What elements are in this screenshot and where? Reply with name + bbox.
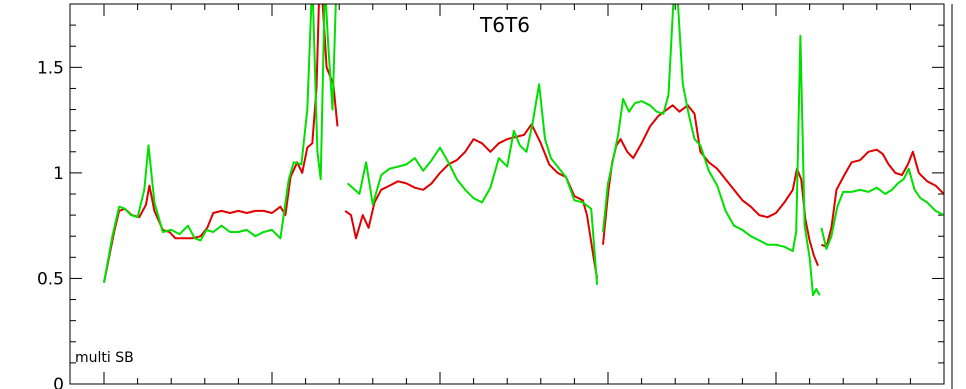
series-line-1-segment-2 <box>344 123 599 279</box>
series-line-1-segment-4 <box>821 148 944 248</box>
series-line-2-segment-2 <box>346 83 599 285</box>
y-tick-label: 0 <box>53 375 64 389</box>
series-line-1-segment-3 <box>602 104 819 267</box>
y-tick-labels: 0 0.5 1 1.5 <box>37 58 64 389</box>
series-line-2-segment-3 <box>602 4 821 297</box>
y-tick-label: 0.5 <box>37 269 64 289</box>
y-tick-label: 1 <box>53 164 64 184</box>
series-line-1-segment-1 <box>103 4 339 283</box>
y-tick-label: 1.5 <box>37 58 64 78</box>
axis-ticks <box>70 3 945 385</box>
plot-frame <box>69 3 945 385</box>
series-line-2-segment-4 <box>820 167 944 250</box>
series-line-2-segment-1 <box>103 4 337 283</box>
chart-title: T6T6 <box>479 13 530 37</box>
chart-annotation: multi SB <box>75 350 134 366</box>
series-layer <box>103 4 944 297</box>
